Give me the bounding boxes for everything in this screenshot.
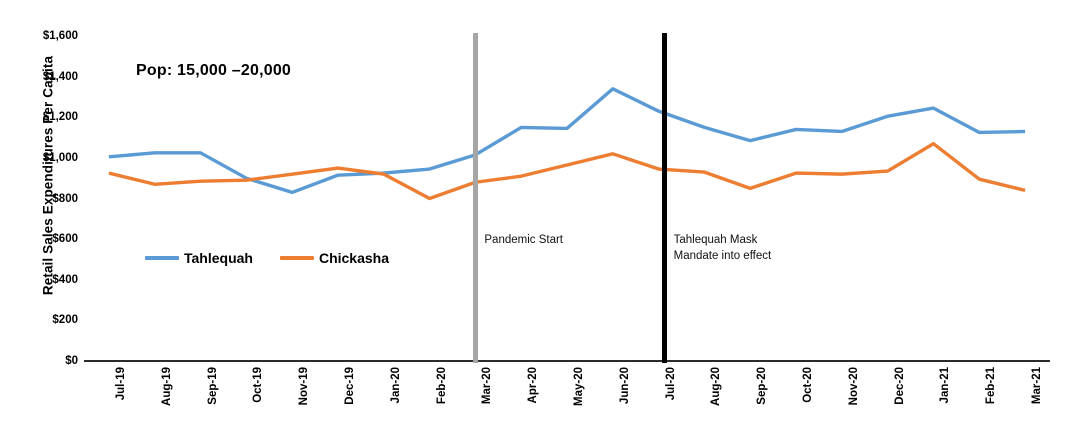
y-tick-label: $0: [65, 355, 78, 367]
series-line-chickasha: [108, 141, 1026, 201]
x-tick-label: Feb-20: [435, 367, 448, 405]
x-tick-label: Dec-19: [343, 367, 356, 405]
x-axis-line: [84, 360, 1050, 362]
x-tick-label: Oct-20: [802, 367, 815, 403]
x-tick-label: Nov-19: [298, 367, 311, 406]
y-tick-label: $600: [52, 233, 78, 246]
legend-item-chickasha[interactable]: Chickasha: [279, 250, 390, 266]
legend-swatch-icon: [279, 256, 314, 260]
x-tick-label: Mar-20: [481, 367, 494, 405]
x-tick-label: Sep-19: [206, 367, 219, 405]
legend-swatch-icon: [145, 256, 179, 260]
legend-label: Chickasha: [318, 250, 390, 266]
pandemic-start-label: Pandemic Start: [484, 234, 563, 246]
x-tick-label: May-20: [573, 367, 585, 406]
y-tick-label: $1,000: [42, 151, 78, 164]
x-tick-label: Nov-20: [847, 367, 860, 406]
x-tick-label: Jan-20: [389, 367, 402, 404]
x-tick-label: Jun-20: [618, 367, 631, 405]
x-tick-label: Oct-19: [252, 367, 265, 403]
x-tick-label: Feb-21: [985, 367, 998, 405]
series-line-tahlequah: [108, 87, 1026, 195]
x-tick-label: Aug-20: [710, 367, 723, 406]
chart-legend: Tahlequah Chickasha: [145, 250, 389, 266]
pandemic-start-line: [472, 33, 478, 363]
y-tick-label: $1,600: [42, 30, 78, 42]
x-axis-tick-labels: Jul-19 Aug-19 Sep-19 Oct-19 Nov-19 Dec-19 Jan-…: [86, 363, 1048, 436]
plot-area: [86, 36, 1048, 361]
population-annotation: Pop: 15,000 –20,000: [136, 62, 292, 79]
y-tick-label: $800: [52, 192, 78, 205]
legend-item-tahlequah[interactable]: Tahlequah: [145, 250, 253, 266]
x-tick-label: Aug-19: [160, 367, 173, 406]
y-tick-label: $200: [52, 314, 78, 327]
y-tick-label: $1,400: [42, 70, 78, 83]
y-tick-label: $400: [52, 273, 78, 286]
tahlequah-mask-mandate-line: [662, 33, 668, 363]
y-tick-label: $1,200: [42, 111, 78, 124]
x-tick-label: Jul-19: [114, 367, 127, 401]
x-tick-label: Mar-21: [1031, 367, 1044, 405]
x-tick-label: Apr-20: [527, 367, 540, 404]
tahlequah-mask-mandate-label: Tahlequah Mask Mandate into effect: [673, 234, 772, 262]
x-tick-label: Jul-20: [664, 367, 677, 401]
x-tick-label: Sep-20: [756, 367, 769, 405]
legend-label: Tahlequah: [184, 250, 253, 266]
x-tick-label: Jan-21: [939, 367, 952, 404]
series-lines: [108, 87, 1026, 201]
y-axis-tick-labels: $0 $200 $400 $600 $800 $1,000 $1,200 $1,400 $1,6…: [20, 0, 78, 436]
x-tick-label: Dec-20: [893, 367, 906, 405]
